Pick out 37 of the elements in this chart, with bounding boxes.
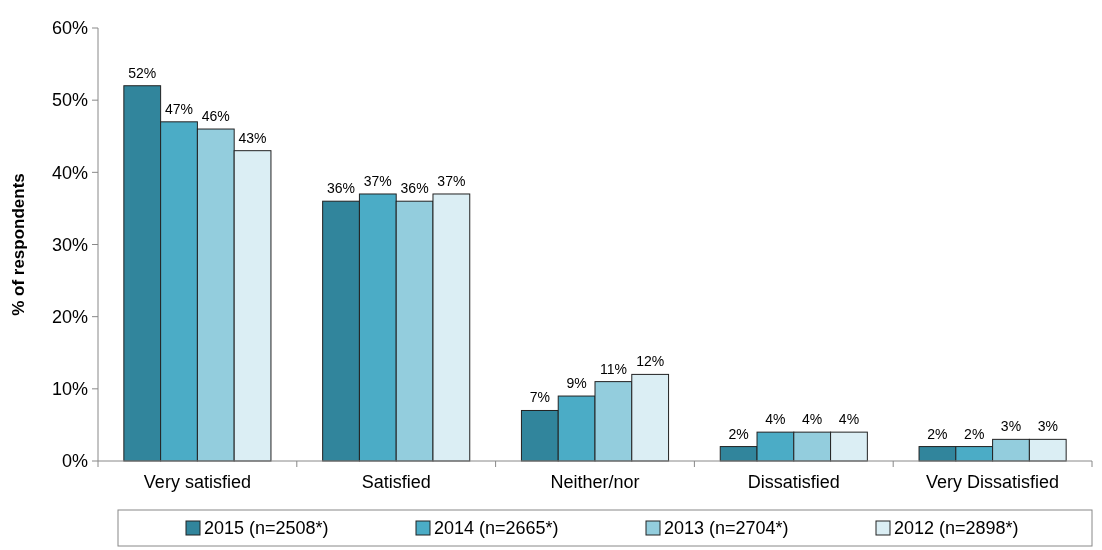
data-label: 43% bbox=[238, 129, 267, 146]
data-label: 36% bbox=[327, 180, 356, 197]
x-tick-label: Very Dissatisfied bbox=[926, 472, 1060, 492]
legend-label: 2013 (n=2704*) bbox=[664, 518, 789, 539]
y-tick-label: 40% bbox=[51, 162, 88, 183]
data-label: 2% bbox=[964, 425, 985, 442]
data-label: 4% bbox=[838, 411, 860, 428]
y-axis-title: % of respondents bbox=[9, 173, 28, 316]
y-tick-label: 30% bbox=[51, 234, 88, 255]
data-label: 2% bbox=[728, 425, 749, 442]
data-label: 52% bbox=[128, 64, 157, 81]
data-label: 47% bbox=[165, 100, 194, 117]
data-label: 3% bbox=[1000, 418, 1022, 435]
legend-label: 2015 (n=2508*) bbox=[204, 518, 329, 539]
data-label: 9% bbox=[566, 375, 587, 392]
legend-label: 2014 (n=2665*) bbox=[434, 518, 559, 539]
data-label: 7% bbox=[529, 389, 550, 406]
y-tick-label: 50% bbox=[51, 90, 88, 111]
x-tick-label: Very satisfied bbox=[143, 472, 251, 492]
y-tick-label: 60% bbox=[51, 18, 88, 39]
data-label: 11% bbox=[599, 360, 627, 377]
data-label: 36% bbox=[400, 180, 429, 197]
legend-label: 2012 (n=2898*) bbox=[894, 518, 1019, 539]
data-label: 37% bbox=[363, 172, 392, 189]
y-tick-label: 0% bbox=[61, 451, 88, 472]
x-tick-label: Satisfied bbox=[361, 472, 431, 492]
data-label: 46% bbox=[201, 108, 230, 125]
data-label: 3% bbox=[1037, 418, 1058, 435]
data-label: 4% bbox=[765, 411, 786, 428]
y-tick-label: 20% bbox=[51, 306, 88, 327]
x-tick-label: Dissatisfied bbox=[747, 472, 840, 492]
data-label: 37% bbox=[437, 172, 466, 189]
data-label: 4% bbox=[802, 411, 823, 428]
y-tick-label: 10% bbox=[51, 379, 88, 400]
data-label: 12% bbox=[636, 353, 665, 370]
x-tick-label: Neither/nor bbox=[550, 472, 640, 492]
data-label: 2% bbox=[927, 425, 948, 442]
